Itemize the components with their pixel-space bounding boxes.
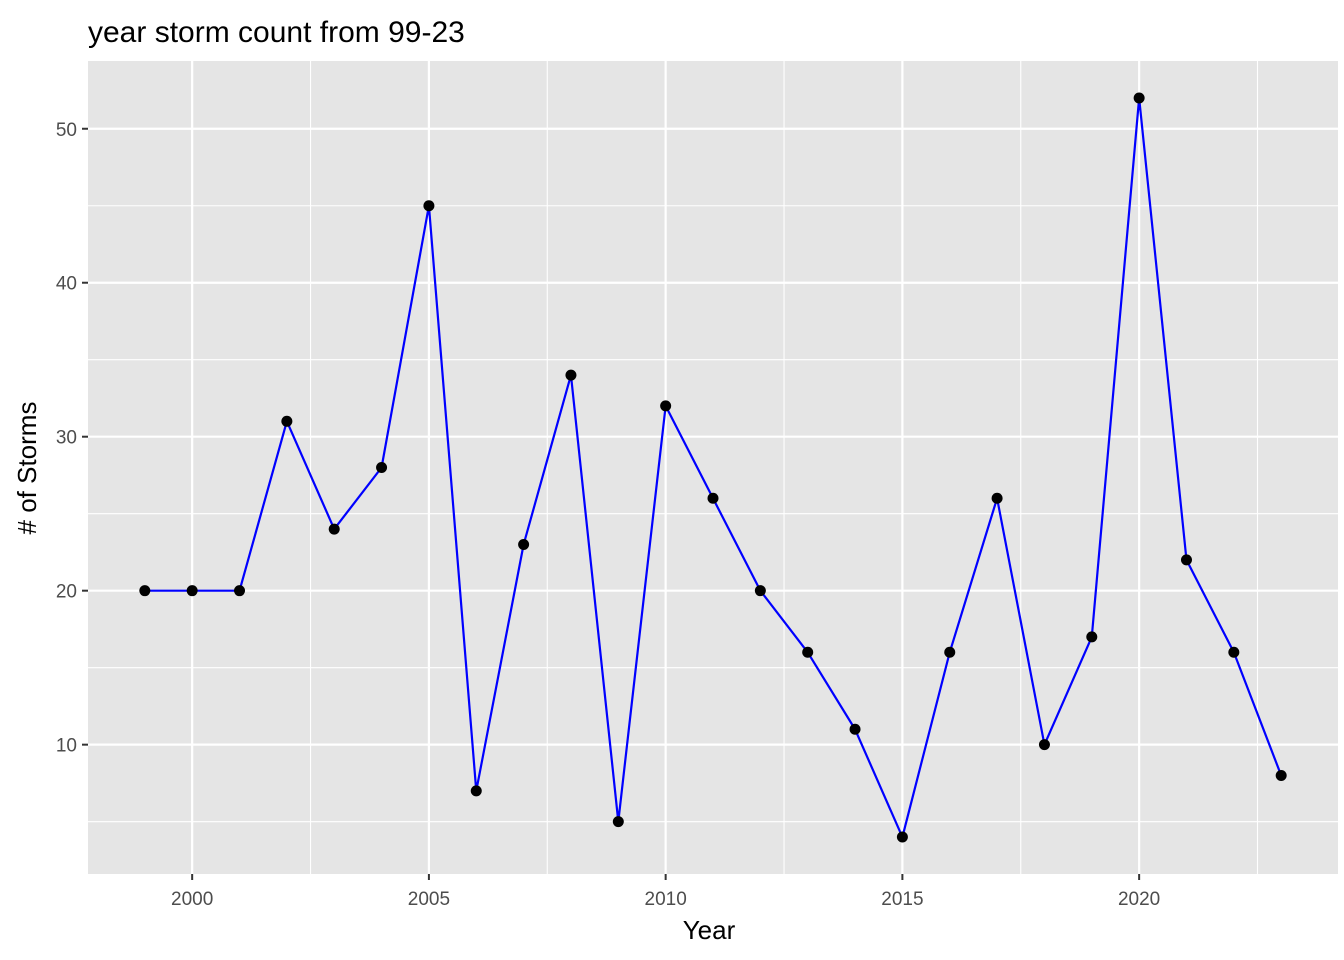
y-tick-label: 30 [56, 428, 77, 449]
data-point [707, 492, 719, 504]
x-tick-label: 2005 [408, 889, 450, 910]
data-point [1133, 92, 1145, 104]
y-axis-title: # of Storms [12, 402, 42, 535]
x-axis-title: Year [683, 915, 736, 945]
y-tick-label: 50 [56, 120, 77, 141]
data-point [1180, 554, 1192, 566]
data-point [423, 200, 435, 212]
x-tick-label: 2020 [1118, 889, 1160, 910]
y-tick-label: 40 [56, 274, 77, 295]
data-point [234, 585, 246, 597]
data-point [612, 816, 624, 828]
data-point [281, 415, 293, 427]
data-point [139, 585, 151, 597]
data-point [896, 831, 908, 843]
major-gridlines [88, 61, 1338, 874]
data-point [991, 492, 1003, 504]
data-point [1275, 769, 1287, 781]
data-points [139, 92, 1287, 843]
data-point [849, 723, 861, 735]
data-point [186, 585, 198, 597]
y-tick-label: 10 [56, 736, 77, 757]
data-point [754, 585, 766, 597]
data-point [1038, 739, 1050, 751]
chart-title: year storm count from 99-23 [88, 16, 465, 49]
data-point [518, 538, 530, 550]
y-tick-label: 20 [56, 582, 77, 603]
data-point [376, 462, 388, 473]
data-point [1228, 646, 1240, 658]
data-point [328, 523, 340, 535]
data-point [660, 400, 672, 412]
data-point [565, 369, 577, 381]
x-tick-label: 2000 [171, 889, 213, 910]
x-axis: 2000 2005 2010 2015 2020 [171, 874, 1160, 910]
data-point [470, 785, 482, 797]
data-point [944, 646, 956, 658]
plot-panel [88, 61, 1338, 874]
data-point [1086, 631, 1098, 643]
y-axis: 10 20 30 40 50 [56, 120, 88, 757]
data-point [802, 646, 814, 658]
x-tick-label: 2015 [881, 889, 923, 910]
x-tick-label: 2010 [645, 889, 687, 910]
